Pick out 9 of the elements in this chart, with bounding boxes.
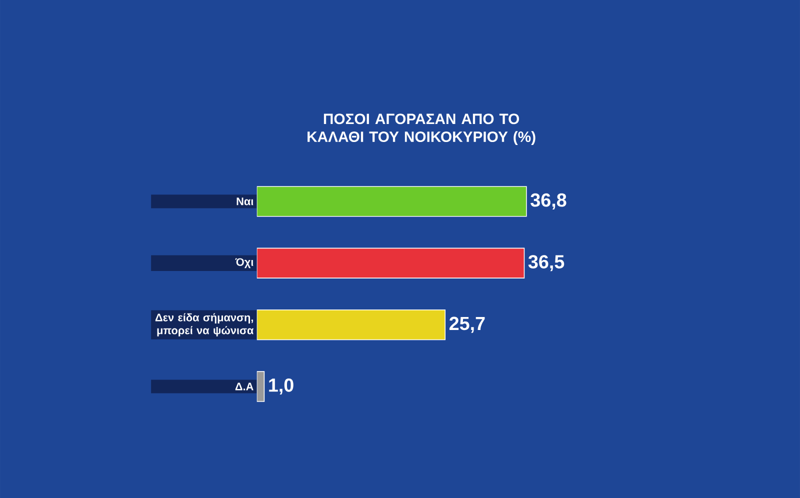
- data-label: 36,5: [528, 254, 564, 272]
- y-tick-label: Δ.Α: [235, 382, 254, 390]
- y-tick-label: Δεν είδα σήμανση, μπορεί να ψώνισα: [155, 313, 254, 336]
- data-label: 25,7: [449, 316, 485, 333]
- y-tick-label: Ναι: [236, 198, 254, 206]
- chart-title: ΠΟΣΟΙ ΑΓΟΡΑΣΑΝ ΑΠΟ ΤΟ ΚΑΛΑΘΙ ΤΟΥ ΝΟΙΚΟΚΥΡΙΟΥ (%): [308, 114, 536, 145]
- y-tick-label: Όχι: [235, 258, 254, 268]
- data-label: 1,0: [269, 378, 294, 394]
- data-label: 36,8: [530, 193, 566, 210]
